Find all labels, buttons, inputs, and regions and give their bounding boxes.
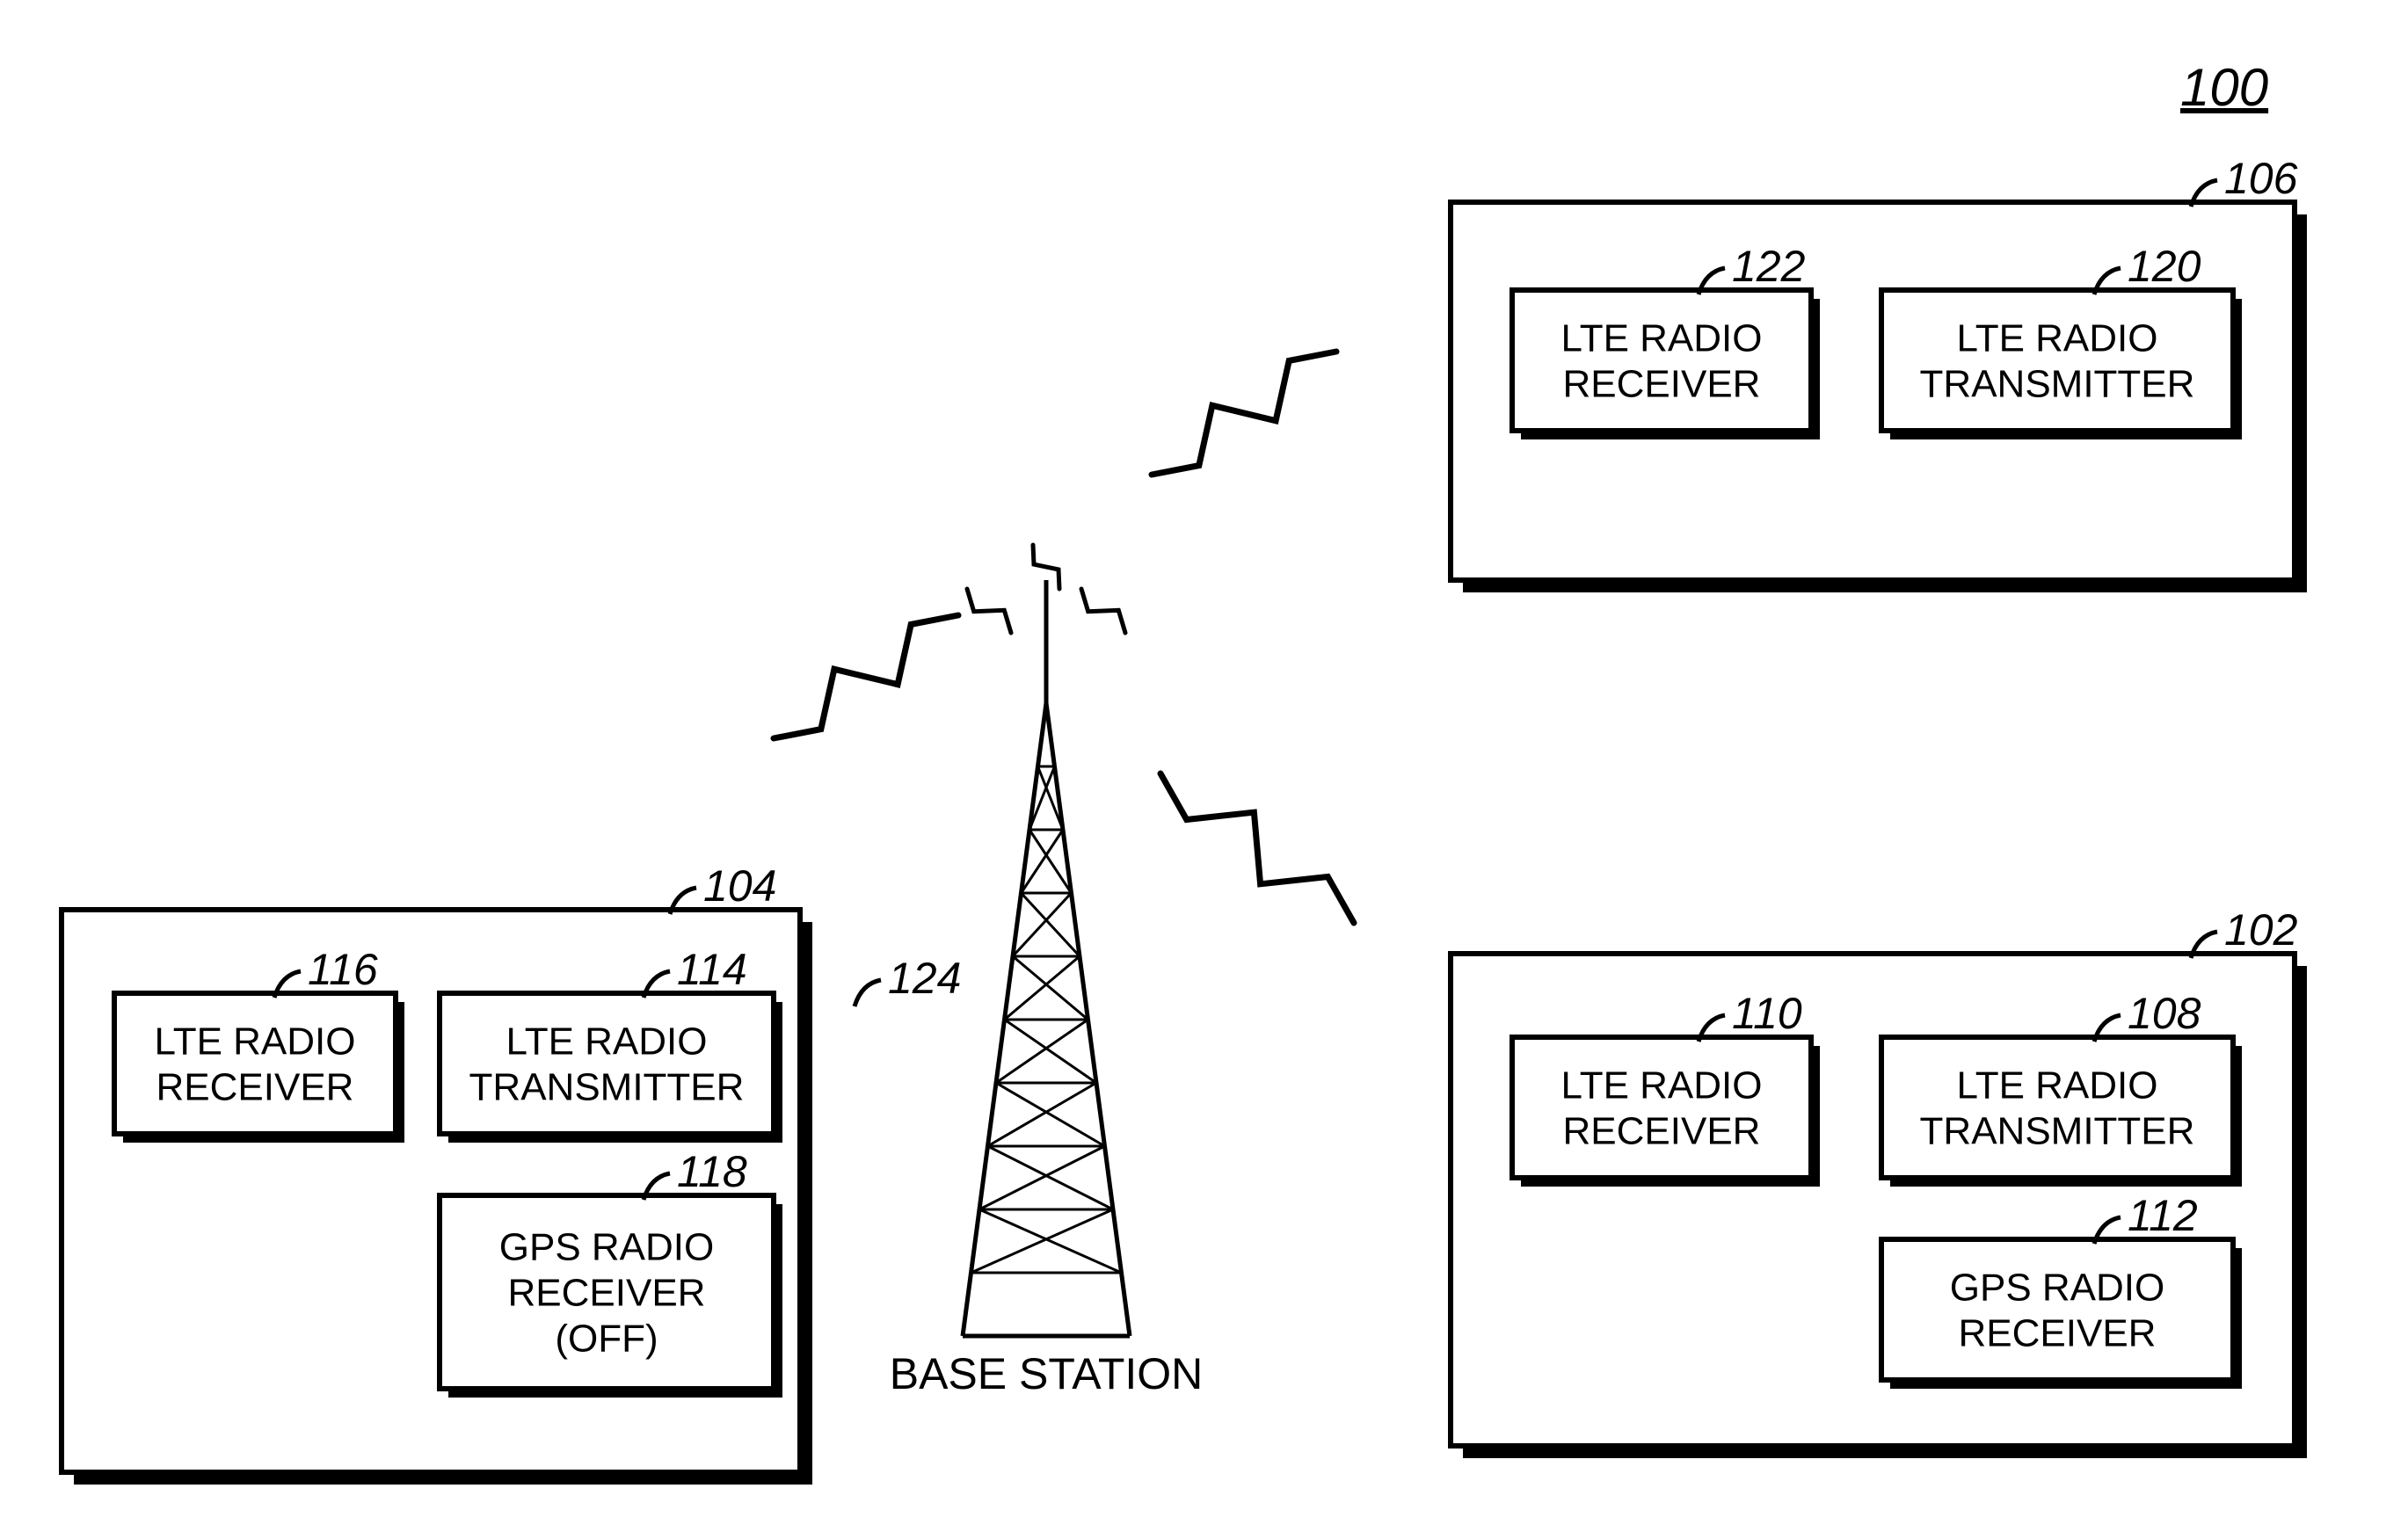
comp-112: GPS RADIORECEIVER — [1881, 1239, 2242, 1389]
comp-122: LTE RADIORECEIVER — [1512, 290, 1820, 439]
svg-text:106: 106 — [2224, 154, 2298, 203]
comp-118: GPS RADIORECEIVER(OFF) — [440, 1195, 782, 1398]
comp-114-label: LTE RADIO — [506, 1020, 707, 1063]
comp-118-label: (OFF) — [555, 1317, 658, 1360]
svg-text:124: 124 — [888, 954, 961, 1003]
comp-110-label: LTE RADIO — [1560, 1064, 1762, 1107]
device-106-ref: 106 — [2191, 154, 2298, 207]
comp-120-label: TRANSMITTER — [1920, 362, 2195, 405]
comp-112-label: RECEIVER — [1959, 1311, 2157, 1354]
comp-118-label: RECEIVER — [508, 1271, 706, 1314]
comp-112-label: GPS RADIO — [1950, 1266, 2165, 1309]
svg-text:112: 112 — [2128, 1191, 2198, 1240]
signal-bolt — [1152, 352, 1336, 475]
comp-118-label: GPS RADIO — [499, 1225, 715, 1268]
comp-114-label: TRANSMITTER — [469, 1065, 745, 1108]
comp-108-label: TRANSMITTER — [1920, 1109, 2195, 1152]
comp-116-label: RECEIVER — [156, 1065, 354, 1108]
signal-bolt — [1160, 773, 1354, 923]
comp-110-label: RECEIVER — [1563, 1109, 1761, 1152]
comp-122-label: LTE RADIO — [1560, 316, 1762, 359]
base-station-label: BASE STATION — [890, 1349, 1204, 1398]
svg-text:110: 110 — [1732, 989, 1802, 1038]
svg-text:108: 108 — [2128, 989, 2201, 1038]
svg-text:104: 104 — [703, 861, 776, 911]
comp-108-label: LTE RADIO — [1956, 1064, 2157, 1107]
svg-text:122: 122 — [1732, 242, 1806, 291]
signal-bolt — [1081, 589, 1125, 633]
comp-122-label: RECEIVER — [1563, 362, 1761, 405]
svg-text:114: 114 — [677, 945, 747, 994]
comp-114: LTE RADIOTRANSMITTER — [440, 993, 782, 1143]
comp-110: LTE RADIORECEIVER — [1512, 1037, 1820, 1187]
svg-text:120: 120 — [2128, 242, 2201, 291]
comp-120: LTE RADIOTRANSMITTER — [1881, 290, 2242, 439]
signal-bolt — [774, 615, 958, 738]
signal-bolt — [967, 589, 1011, 633]
comp-116-label: LTE RADIO — [154, 1020, 355, 1063]
svg-text:116: 116 — [308, 945, 378, 994]
svg-text:102: 102 — [2224, 905, 2298, 955]
figure-ref: 100 — [2180, 58, 2268, 117]
device-104-ref: 104 — [670, 861, 776, 914]
comp-108: LTE RADIOTRANSMITTER — [1881, 1037, 2242, 1187]
comp-120-label: LTE RADIO — [1956, 316, 2157, 359]
base-station-ref: 124 — [855, 954, 961, 1006]
diagram-svg: 100106LTE RADIORECEIVER122LTE RADIOTRANS… — [0, 0, 2408, 1532]
svg-text:118: 118 — [677, 1147, 747, 1196]
device-102-ref: 102 — [2191, 905, 2298, 958]
comp-116: LTE RADIORECEIVER — [114, 993, 404, 1143]
